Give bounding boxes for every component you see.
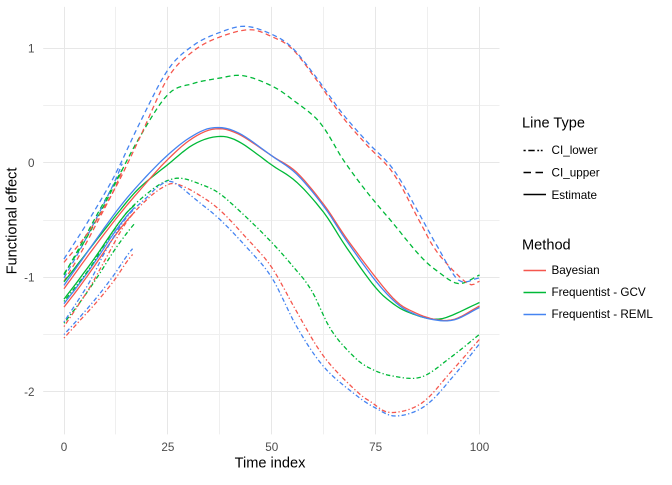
svg-text:Frequentist - REML: Frequentist - REML	[552, 308, 654, 321]
svg-text:Method: Method	[522, 237, 571, 253]
svg-text:Functional effect: Functional effect	[5, 168, 21, 275]
svg-text:CI_lower: CI_lower	[552, 144, 598, 157]
svg-text:100: 100	[470, 441, 490, 454]
svg-text:Frequentist - GCV: Frequentist - GCV	[552, 286, 646, 299]
svg-text:Line Type: Line Type	[522, 116, 585, 132]
svg-text:25: 25	[161, 441, 175, 454]
svg-text:Time index: Time index	[235, 456, 307, 472]
svg-text:0: 0	[28, 157, 35, 170]
svg-text:Estimate: Estimate	[552, 189, 597, 202]
svg-text:-1: -1	[24, 272, 34, 285]
svg-text:75: 75	[369, 441, 383, 454]
svg-text:50: 50	[265, 441, 279, 454]
svg-text:-2: -2	[24, 386, 34, 399]
svg-text:Bayesian: Bayesian	[552, 264, 600, 277]
svg-text:CI_upper: CI_upper	[552, 167, 600, 180]
svg-text:0: 0	[61, 441, 68, 454]
svg-text:1: 1	[28, 42, 35, 55]
